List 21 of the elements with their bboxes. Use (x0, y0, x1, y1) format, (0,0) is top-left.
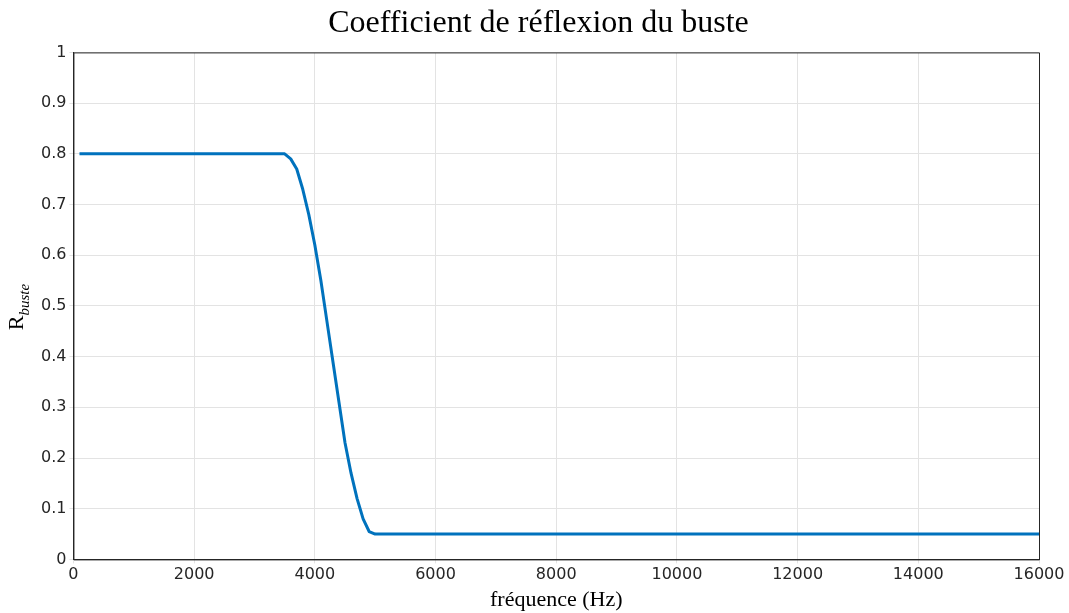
chart-title: Coefficient de réflexion du buste (328, 2, 749, 39)
x-tick-label: 2000 (173, 564, 215, 584)
y-tick-label: 0.3 (40, 396, 67, 416)
y-tick-label: 0.1 (40, 497, 67, 517)
x-tick-label: 4000 (294, 564, 336, 584)
y-tick-label: 0.5 (40, 295, 67, 315)
y-tick-label: 1 (56, 41, 67, 61)
y-tick-label: 0 (56, 548, 67, 568)
y-tick-label: 0.7 (40, 193, 67, 213)
y-tick-label: 0.4 (40, 345, 67, 365)
y-tick-label: 0.9 (40, 92, 67, 112)
x-axis-title: fréquence (Hz) (489, 585, 623, 611)
x-tick-label: 12000 (772, 564, 824, 584)
x-tick-label: 6000 (415, 564, 456, 584)
y-tick-label: 0.6 (40, 244, 67, 264)
y-tick-label: 0.8 (40, 142, 67, 162)
x-tick-label: 8000 (535, 564, 577, 584)
y-tick-label: 0.2 (40, 447, 67, 467)
x-tick-label: 16000 (1013, 564, 1065, 584)
x-tick-label: 14000 (892, 564, 944, 584)
x-tick-label: 10000 (651, 564, 703, 584)
